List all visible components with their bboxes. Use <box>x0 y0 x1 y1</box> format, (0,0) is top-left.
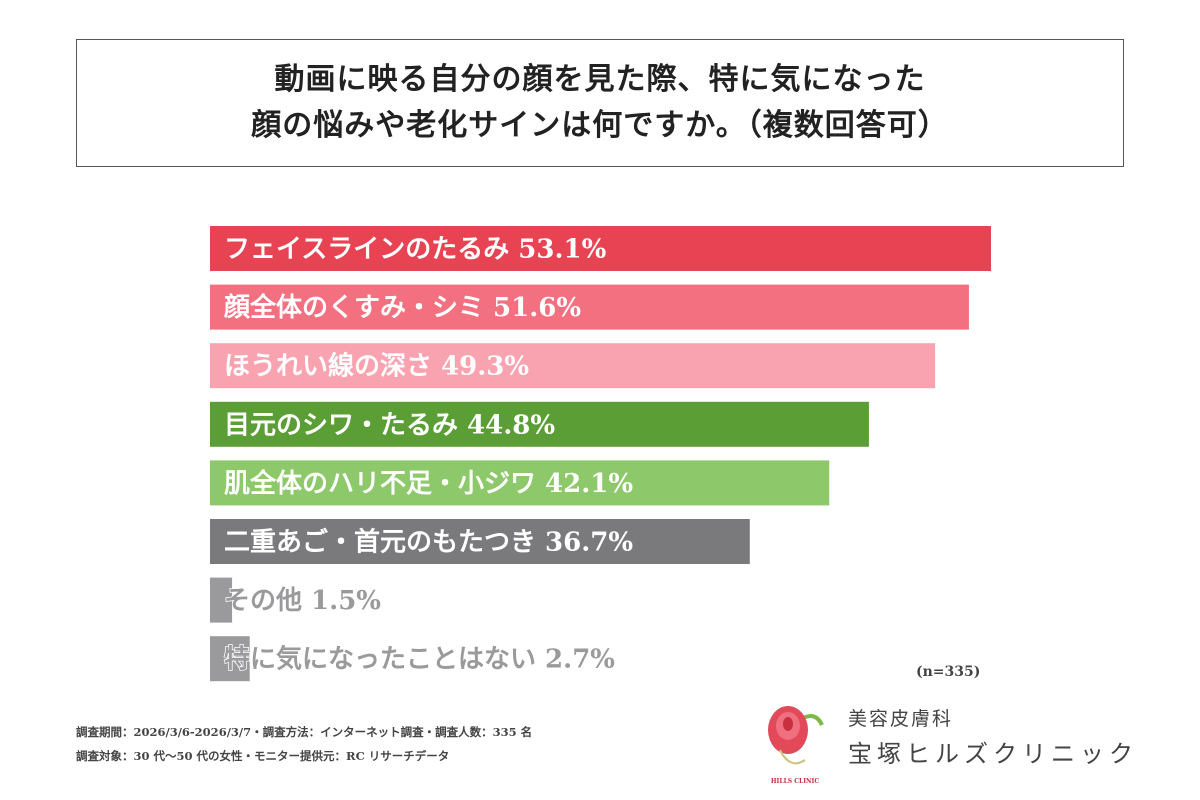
clinic-logo-rose: HILLS CLINIC <box>768 706 824 785</box>
bar-chart: フェイスラインのたるみ 53.1% 顔全体のくすみ・シミ 51.6% ほうれい線の深… <box>210 226 991 682</box>
footer-line-2: 調査対象：30 代～50 代の女性・モニター提供元：RC リサーチデータ <box>76 749 450 763</box>
bar-label-4: 目元のシワ・たるみ 44.8% <box>224 410 555 440</box>
svg-text:HILLS CLINIC: HILLS CLINIC <box>771 778 819 785</box>
footer-line-1: 調査期間：2026/3/6-2026/3/7・調査方法：インターネット調査・調査… <box>76 725 533 739</box>
bar-5 <box>210 460 830 506</box>
bar-6 <box>210 519 750 564</box>
bar-label-8: 特に気になったことはない 2.7% <box>224 644 615 675</box>
bar-3 <box>210 343 936 389</box>
bar-label-3: ほうれい線の深さ 49.3% <box>224 351 529 382</box>
bar-label-1: フェイスラインのたるみ 53.1% <box>224 235 607 265</box>
bar-label-5: 肌全体のハリ不足・小ジワ 42.1% <box>224 468 633 499</box>
bar-label-7: その他 1.5% <box>224 586 381 616</box>
clinic-name: 宝塚ヒルズクリニック <box>848 740 1138 768</box>
sample-size: (n=335) <box>916 664 981 680</box>
bar-7 <box>210 577 233 623</box>
bar-1 <box>210 226 991 271</box>
bar-2 <box>210 284 969 330</box>
title-line-2: 顔の悩みや老化サインは何ですか。（複数回答可） <box>251 108 949 143</box>
title-line-1: 動画に映る自分の顔を見た際、特に気になった <box>274 62 926 97</box>
bar-8 <box>210 636 250 682</box>
bar-4 <box>210 401 869 447</box>
clinic-subtitle: 美容皮膚科 <box>848 708 954 730</box>
bar-label-6: 二重あご・首元のもたつき 36.7% <box>224 527 633 558</box>
title-box: 動画に映る自分の顔を見た際、特に気になった 顔の悩みや老化サインは何ですか。（複… <box>76 39 1124 167</box>
bar-label-2: 顔全体のくすみ・シミ 51.6% <box>224 292 581 323</box>
